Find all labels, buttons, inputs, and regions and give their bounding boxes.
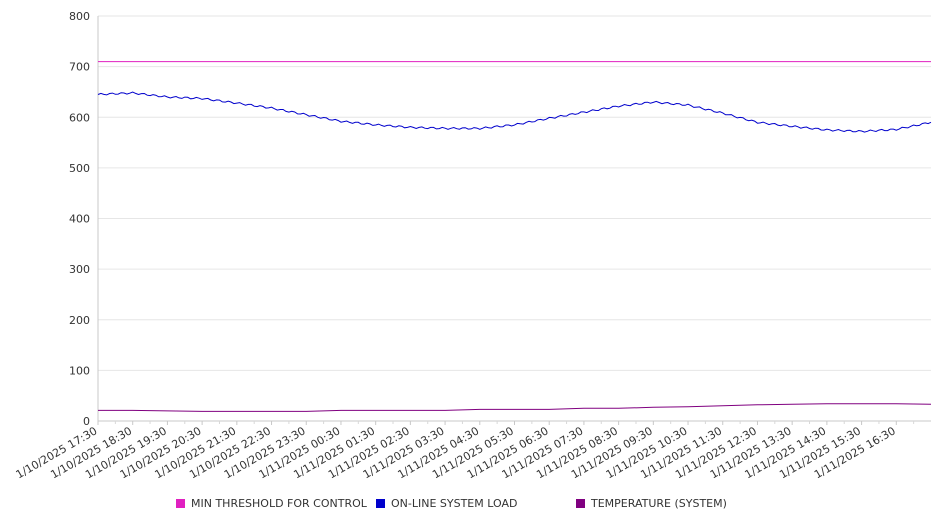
axes bbox=[97, 16, 931, 425]
legend-swatch-temperature bbox=[576, 499, 585, 508]
legend-label-threshold: MIN THRESHOLD FOR CONTROL bbox=[191, 497, 367, 510]
y-tick-label: 600 bbox=[69, 111, 90, 124]
legend-item-temperature: TEMPERATURE (SYSTEM) bbox=[576, 497, 727, 510]
y-axis-tick-labels: 0 100 200 300 400 500 600 700 800 bbox=[69, 10, 90, 428]
y-tick-label: 700 bbox=[69, 61, 90, 74]
y-tick-label: 300 bbox=[69, 263, 90, 276]
y-tick-label: 0 bbox=[83, 415, 90, 428]
y-tick-label: 100 bbox=[69, 364, 90, 377]
series-line-1 bbox=[97, 91, 932, 133]
x-axis-tick-labels: 1/10/2025 17:301/10/2025 18:301/10/2025 … bbox=[14, 424, 898, 481]
series-lines bbox=[97, 61, 932, 412]
legend-item-system-load: ON-LINE SYSTEM LOAD bbox=[376, 497, 517, 510]
legend-label-temperature: TEMPERATURE (SYSTEM) bbox=[591, 497, 727, 510]
y-tick-label: 200 bbox=[69, 314, 90, 327]
grid-lines bbox=[98, 15, 931, 371]
legend-swatch-system-load bbox=[376, 499, 385, 508]
y-tick-label: 500 bbox=[69, 162, 90, 175]
series-line-2 bbox=[98, 403, 932, 412]
legend: MIN THRESHOLD FOR CONTROL ON-LINE SYSTEM… bbox=[0, 497, 946, 515]
legend-swatch-threshold bbox=[176, 499, 185, 508]
y-tick-label: 800 bbox=[69, 10, 90, 23]
legend-item-threshold: MIN THRESHOLD FOR CONTROL bbox=[176, 497, 367, 510]
y-tick-label: 400 bbox=[69, 213, 90, 226]
legend-label-system-load: ON-LINE SYSTEM LOAD bbox=[391, 497, 518, 510]
